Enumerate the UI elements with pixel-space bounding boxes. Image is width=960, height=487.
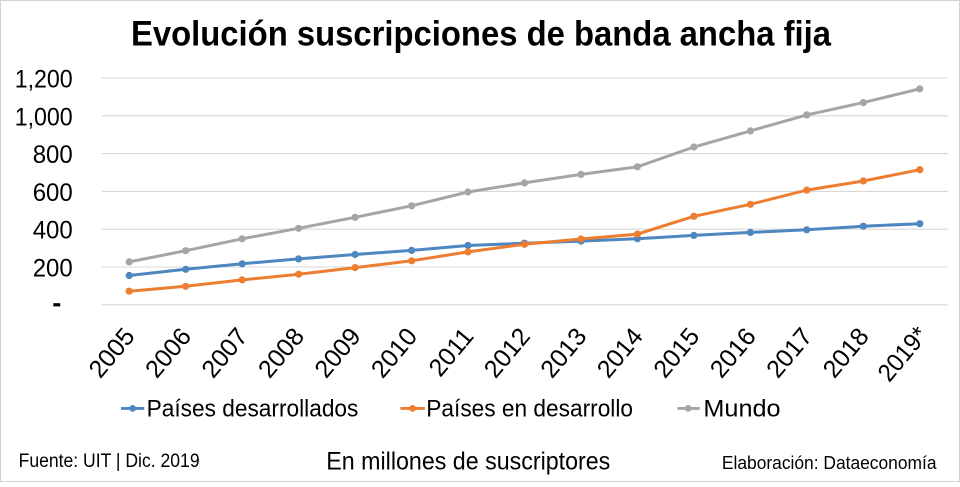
svg-text:2014: 2014: [592, 323, 649, 384]
svg-text:200: 200: [33, 255, 73, 283]
svg-text:Países desarrollados: Países desarrollados: [147, 395, 359, 422]
svg-text:En millones de suscriptores: En millones de suscriptores: [326, 448, 610, 476]
svg-text:2008: 2008: [253, 323, 310, 384]
svg-text:2012: 2012: [479, 323, 536, 384]
svg-text:2015: 2015: [648, 323, 705, 384]
svg-text:1,200: 1,200: [15, 66, 73, 94]
svg-text:800: 800: [33, 141, 73, 169]
svg-text:2019*: 2019*: [872, 321, 933, 387]
svg-text:Mundo: Mundo: [703, 395, 780, 422]
svg-text:2016: 2016: [705, 323, 762, 384]
svg-text:2017: 2017: [761, 323, 818, 384]
svg-text:Fuente: UIT | Dic. 2019: Fuente: UIT | Dic. 2019: [19, 451, 200, 472]
svg-text:2013: 2013: [535, 323, 592, 384]
svg-text:400: 400: [33, 217, 73, 245]
svg-text:Evolución suscripciones de ban: Evolución suscripciones de banda ancha f…: [131, 15, 831, 54]
svg-text:2005: 2005: [83, 323, 140, 384]
svg-text:2018: 2018: [817, 323, 874, 384]
svg-text:1,000: 1,000: [15, 103, 73, 131]
svg-text:2009: 2009: [309, 323, 366, 384]
svg-text:600: 600: [33, 179, 73, 207]
svg-text:Elaboración: Dataeconomía: Elaboración: Dataeconomía: [722, 452, 937, 473]
svg-text:2011: 2011: [423, 323, 479, 382]
svg-text:2006: 2006: [140, 323, 197, 384]
svg-text:Países en desarrollo: Países en desarrollo: [426, 395, 633, 422]
svg-text:2007: 2007: [196, 323, 253, 384]
svg-text:2010: 2010: [366, 323, 423, 384]
